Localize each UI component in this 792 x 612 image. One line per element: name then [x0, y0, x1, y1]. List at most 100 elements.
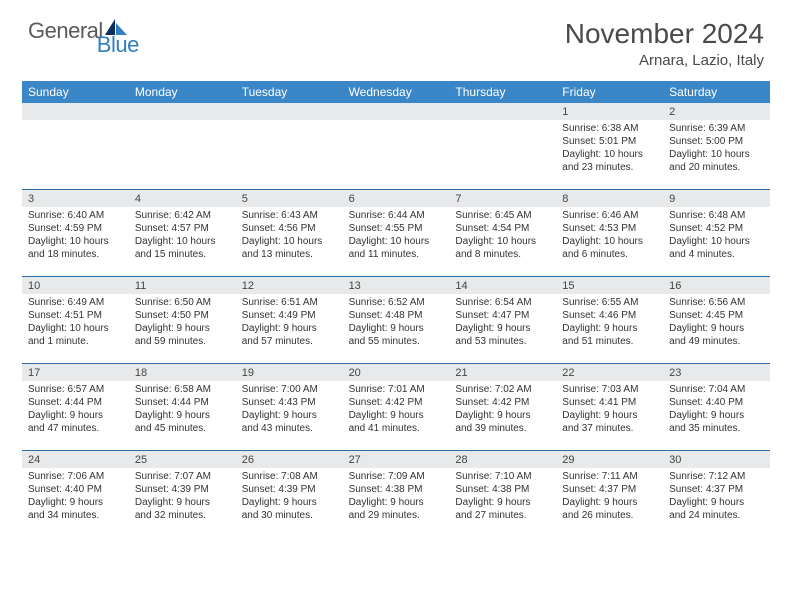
dl1-text: Daylight: 10 hours	[455, 235, 550, 248]
day-headers-row: Sunday Monday Tuesday Wednesday Thursday…	[22, 81, 770, 103]
dl1-text: Daylight: 9 hours	[242, 322, 337, 335]
dl2-text: and 26 minutes.	[562, 509, 657, 522]
cell-body: Sunrise: 6:40 AMSunset: 4:59 PMDaylight:…	[22, 207, 129, 265]
sunrise-text: Sunrise: 7:03 AM	[562, 383, 657, 396]
calendar-cell: 17Sunrise: 6:57 AMSunset: 4:44 PMDayligh…	[22, 364, 129, 450]
day-number	[129, 103, 236, 120]
dl1-text: Daylight: 10 hours	[562, 235, 657, 248]
day-number: 27	[343, 451, 450, 468]
calendar-cell: 2Sunrise: 6:39 AMSunset: 5:00 PMDaylight…	[663, 103, 770, 189]
day-number	[236, 103, 343, 120]
sunset-text: Sunset: 4:42 PM	[455, 396, 550, 409]
calendar-cell	[22, 103, 129, 189]
sunset-text: Sunset: 4:47 PM	[455, 309, 550, 322]
dl2-text: and 41 minutes.	[349, 422, 444, 435]
dl2-text: and 23 minutes.	[562, 161, 657, 174]
calendar-cell: 25Sunrise: 7:07 AMSunset: 4:39 PMDayligh…	[129, 451, 236, 537]
dl1-text: Daylight: 9 hours	[562, 496, 657, 509]
sunrise-text: Sunrise: 6:39 AM	[669, 122, 764, 135]
sunrise-text: Sunrise: 6:48 AM	[669, 209, 764, 222]
cell-body: Sunrise: 7:12 AMSunset: 4:37 PMDaylight:…	[663, 468, 770, 526]
day-number: 9	[663, 190, 770, 207]
day-header: Saturday	[663, 81, 770, 103]
cell-body: Sunrise: 7:09 AMSunset: 4:38 PMDaylight:…	[343, 468, 450, 526]
sunrise-text: Sunrise: 6:54 AM	[455, 296, 550, 309]
sunset-text: Sunset: 4:52 PM	[669, 222, 764, 235]
sunset-text: Sunset: 4:43 PM	[242, 396, 337, 409]
week-row: 10Sunrise: 6:49 AMSunset: 4:51 PMDayligh…	[22, 276, 770, 363]
sunset-text: Sunset: 4:51 PM	[28, 309, 123, 322]
dl1-text: Daylight: 10 hours	[28, 235, 123, 248]
week-row: 17Sunrise: 6:57 AMSunset: 4:44 PMDayligh…	[22, 363, 770, 450]
calendar-cell: 7Sunrise: 6:45 AMSunset: 4:54 PMDaylight…	[449, 190, 556, 276]
day-number: 3	[22, 190, 129, 207]
dl1-text: Daylight: 9 hours	[242, 409, 337, 422]
cell-body: Sunrise: 6:42 AMSunset: 4:57 PMDaylight:…	[129, 207, 236, 265]
sunset-text: Sunset: 4:54 PM	[455, 222, 550, 235]
cell-body: Sunrise: 7:04 AMSunset: 4:40 PMDaylight:…	[663, 381, 770, 439]
sunrise-text: Sunrise: 6:57 AM	[28, 383, 123, 396]
dl2-text: and 55 minutes.	[349, 335, 444, 348]
day-number	[343, 103, 450, 120]
title-block: November 2024 Arnara, Lazio, Italy	[565, 18, 764, 69]
calendar-cell: 16Sunrise: 6:56 AMSunset: 4:45 PMDayligh…	[663, 277, 770, 363]
cell-body: Sunrise: 6:54 AMSunset: 4:47 PMDaylight:…	[449, 294, 556, 352]
cell-body: Sunrise: 7:11 AMSunset: 4:37 PMDaylight:…	[556, 468, 663, 526]
sunset-text: Sunset: 4:39 PM	[135, 483, 230, 496]
sunset-text: Sunset: 4:49 PM	[242, 309, 337, 322]
day-header: Wednesday	[343, 81, 450, 103]
sunrise-text: Sunrise: 7:01 AM	[349, 383, 444, 396]
dl1-text: Daylight: 9 hours	[28, 409, 123, 422]
month-title: November 2024	[565, 18, 764, 50]
cell-body: Sunrise: 7:02 AMSunset: 4:42 PMDaylight:…	[449, 381, 556, 439]
day-number	[22, 103, 129, 120]
brand-logo: General Blue	[28, 18, 171, 44]
day-number: 20	[343, 364, 450, 381]
calendar-cell: 13Sunrise: 6:52 AMSunset: 4:48 PMDayligh…	[343, 277, 450, 363]
sunset-text: Sunset: 4:40 PM	[28, 483, 123, 496]
calendar-cell: 29Sunrise: 7:11 AMSunset: 4:37 PMDayligh…	[556, 451, 663, 537]
day-number: 1	[556, 103, 663, 120]
calendar-cell: 23Sunrise: 7:04 AMSunset: 4:40 PMDayligh…	[663, 364, 770, 450]
day-number: 16	[663, 277, 770, 294]
calendar-cell: 12Sunrise: 6:51 AMSunset: 4:49 PMDayligh…	[236, 277, 343, 363]
dl1-text: Daylight: 9 hours	[349, 322, 444, 335]
day-number: 6	[343, 190, 450, 207]
sunrise-text: Sunrise: 7:00 AM	[242, 383, 337, 396]
calendar-cell: 26Sunrise: 7:08 AMSunset: 4:39 PMDayligh…	[236, 451, 343, 537]
sunset-text: Sunset: 4:37 PM	[562, 483, 657, 496]
sunset-text: Sunset: 4:59 PM	[28, 222, 123, 235]
sunrise-text: Sunrise: 6:56 AM	[669, 296, 764, 309]
calendar-cell	[129, 103, 236, 189]
sunrise-text: Sunrise: 7:02 AM	[455, 383, 550, 396]
sunset-text: Sunset: 4:39 PM	[242, 483, 337, 496]
calendar-cell: 21Sunrise: 7:02 AMSunset: 4:42 PMDayligh…	[449, 364, 556, 450]
sunset-text: Sunset: 4:45 PM	[669, 309, 764, 322]
dl2-text: and 13 minutes.	[242, 248, 337, 261]
sunrise-text: Sunrise: 6:51 AM	[242, 296, 337, 309]
brand-word-general: General	[28, 18, 103, 44]
sunset-text: Sunset: 4:56 PM	[242, 222, 337, 235]
calendar-cell: 3Sunrise: 6:40 AMSunset: 4:59 PMDaylight…	[22, 190, 129, 276]
dl1-text: Daylight: 9 hours	[669, 496, 764, 509]
dl2-text: and 51 minutes.	[562, 335, 657, 348]
day-number: 7	[449, 190, 556, 207]
day-number: 25	[129, 451, 236, 468]
day-header: Thursday	[449, 81, 556, 103]
sunrise-text: Sunrise: 6:46 AM	[562, 209, 657, 222]
day-number: 12	[236, 277, 343, 294]
sunset-text: Sunset: 4:41 PM	[562, 396, 657, 409]
day-number: 17	[22, 364, 129, 381]
dl2-text: and 20 minutes.	[669, 161, 764, 174]
sunset-text: Sunset: 4:40 PM	[669, 396, 764, 409]
day-number: 28	[449, 451, 556, 468]
calendar-cell: 18Sunrise: 6:58 AMSunset: 4:44 PMDayligh…	[129, 364, 236, 450]
cell-body: Sunrise: 6:51 AMSunset: 4:49 PMDaylight:…	[236, 294, 343, 352]
cell-body: Sunrise: 6:55 AMSunset: 4:46 PMDaylight:…	[556, 294, 663, 352]
dl2-text: and 59 minutes.	[135, 335, 230, 348]
calendar-cell: 5Sunrise: 6:43 AMSunset: 4:56 PMDaylight…	[236, 190, 343, 276]
day-number: 23	[663, 364, 770, 381]
sunrise-text: Sunrise: 7:11 AM	[562, 470, 657, 483]
calendar-cell: 9Sunrise: 6:48 AMSunset: 4:52 PMDaylight…	[663, 190, 770, 276]
cell-body: Sunrise: 7:08 AMSunset: 4:39 PMDaylight:…	[236, 468, 343, 526]
